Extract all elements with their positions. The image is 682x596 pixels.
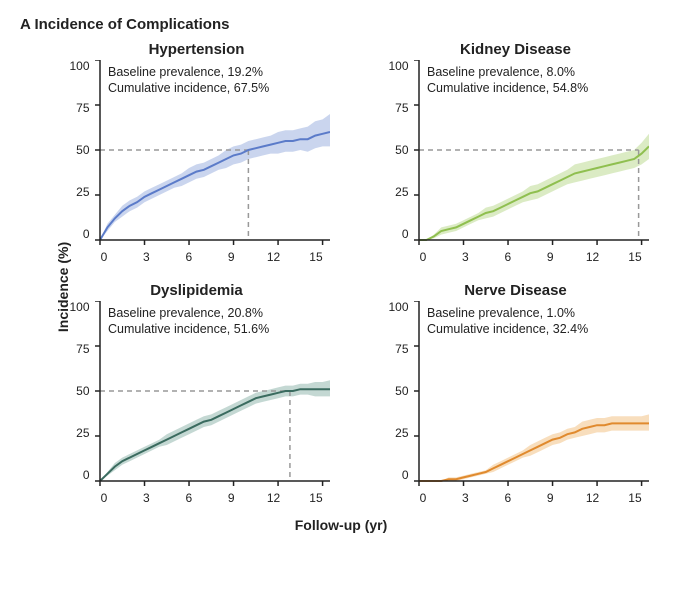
subplot-title: Kidney Disease bbox=[460, 41, 571, 58]
plot-area: Baseline prevalence, 1.0% Cumulative inci… bbox=[413, 301, 649, 489]
x-tick-labels: 03691215 bbox=[95, 250, 325, 264]
subplot-dyslipidemia: Dyslipidemia1007550250Baseline prevalenc… bbox=[50, 282, 343, 505]
y-tick-labels: 1007550250 bbox=[383, 60, 413, 240]
x-tick-labels: 03691215 bbox=[414, 491, 644, 505]
cumulative-annotation: Cumulative incidence, 51.6% bbox=[108, 322, 269, 336]
baseline-annotation: Baseline prevalence, 1.0% bbox=[427, 306, 575, 320]
shared-xlabel: Follow-up (yr) bbox=[295, 517, 388, 533]
figure: Incidence (%) Follow-up (yr) Hypertensio… bbox=[20, 41, 662, 533]
x-tick-labels: 03691215 bbox=[414, 250, 644, 264]
plot-area: Baseline prevalence, 19.2% Cumulative inc… bbox=[94, 60, 330, 248]
subplot-hypertension: Hypertension1007550250Baseline prevalenc… bbox=[50, 41, 343, 264]
y-tick-labels: 1007550250 bbox=[64, 60, 94, 240]
plot-area: Baseline prevalence, 20.8% Cumulative inc… bbox=[94, 301, 330, 489]
cumulative-annotation: Cumulative incidence, 67.5% bbox=[108, 81, 269, 95]
subplot-grid: Hypertension1007550250Baseline prevalenc… bbox=[50, 41, 662, 505]
incidence-line bbox=[100, 389, 330, 481]
cumulative-annotation: Cumulative incidence, 32.4% bbox=[427, 322, 588, 336]
subplot-title: Nerve Disease bbox=[464, 282, 567, 299]
confidence-band bbox=[419, 134, 649, 240]
panel-label: A Incidence of Complications bbox=[20, 16, 662, 33]
plot-area: Baseline prevalence, 8.0% Cumulative inci… bbox=[413, 60, 649, 248]
confidence-band bbox=[100, 380, 330, 481]
baseline-annotation: Baseline prevalence, 19.2% bbox=[108, 65, 263, 79]
x-tick-labels: 03691215 bbox=[95, 491, 325, 505]
y-tick-labels: 1007550250 bbox=[383, 301, 413, 481]
baseline-annotation: Baseline prevalence, 8.0% bbox=[427, 65, 575, 79]
shared-ylabel: Incidence (%) bbox=[55, 242, 71, 332]
confidence-band bbox=[100, 114, 330, 240]
subplot-nerve-disease: Nerve Disease1007550250Baseline prevalen… bbox=[369, 282, 662, 505]
subplot-kidney-disease: Kidney Disease1007550250Baseline prevale… bbox=[369, 41, 662, 264]
subplot-title: Dyslipidemia bbox=[150, 282, 243, 299]
cumulative-annotation: Cumulative incidence, 54.8% bbox=[427, 81, 588, 95]
baseline-annotation: Baseline prevalence, 20.8% bbox=[108, 306, 263, 320]
subplot-title: Hypertension bbox=[149, 41, 245, 58]
